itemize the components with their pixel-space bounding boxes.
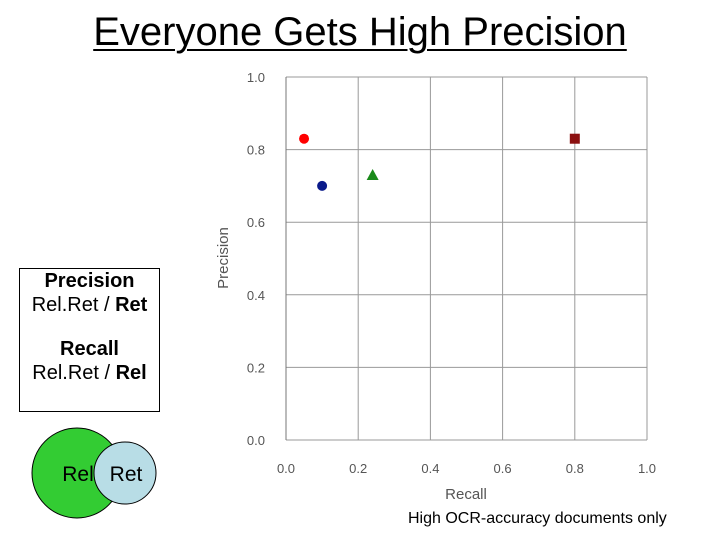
- precision-formula-right: Ret: [115, 294, 148, 316]
- y-tick-label-4: 0.8: [247, 143, 265, 158]
- y-tick-label-1: 0.2: [247, 360, 265, 375]
- recall-formula-right: Rel: [115, 362, 147, 384]
- y-axis-label: Precision: [215, 227, 232, 289]
- recall-formula-left: Rel.Ret /: [32, 362, 116, 384]
- recall-title: Recall: [60, 338, 119, 360]
- x-tick-label-0: 0.0: [277, 461, 295, 476]
- x-tick-label-4: 0.8: [566, 461, 584, 476]
- data-point-1: [317, 180, 328, 191]
- chart-points: [299, 133, 580, 191]
- data-point-2: [366, 169, 379, 181]
- data-point-0: [299, 133, 310, 144]
- precision-formula: Rel.Ret / Ret: [20, 293, 159, 317]
- x-tick-label-3: 0.6: [494, 461, 512, 476]
- chart-grid: [285, 76, 648, 441]
- y-tick-label-3: 0.6: [247, 215, 265, 230]
- y-tick-label-5: 1.0: [247, 70, 265, 85]
- venn-ret-circle: [93, 441, 157, 505]
- precision-formula-left: Rel.Ret /: [31, 294, 116, 316]
- y-tick-label-0: 0.0: [247, 433, 265, 448]
- slide-title: Everyone Gets High Precision: [0, 6, 720, 58]
- x-tick-label-2: 0.4: [421, 461, 439, 476]
- venn-ret-label: Ret: [110, 463, 143, 486]
- footnote: High OCR-accuracy documents only: [408, 510, 667, 527]
- venn-diagram: Rel Ret: [31, 427, 157, 519]
- definitions-box: Precision Rel.Ret / Ret Recall Rel.Ret /…: [19, 268, 160, 412]
- slide-title-text: Everyone Gets High Precision: [93, 10, 627, 54]
- chart-ticks: 0.0 0.2 0.4 0.6 0.8 1.0 0.0 0.2 0.4 0.6 0.8 1.0: [247, 70, 656, 476]
- recall-formula: Rel.Ret / Rel: [20, 361, 159, 385]
- x-tick-label-5: 1.0: [638, 461, 656, 476]
- precision-title: Precision: [44, 270, 135, 292]
- y-tick-label-2: 0.4: [247, 288, 265, 303]
- x-axis-label: Recall: [445, 486, 487, 503]
- data-point-3: [569, 133, 580, 144]
- venn-rel-label: Rel: [62, 463, 94, 486]
- x-tick-label-1: 0.2: [349, 461, 367, 476]
